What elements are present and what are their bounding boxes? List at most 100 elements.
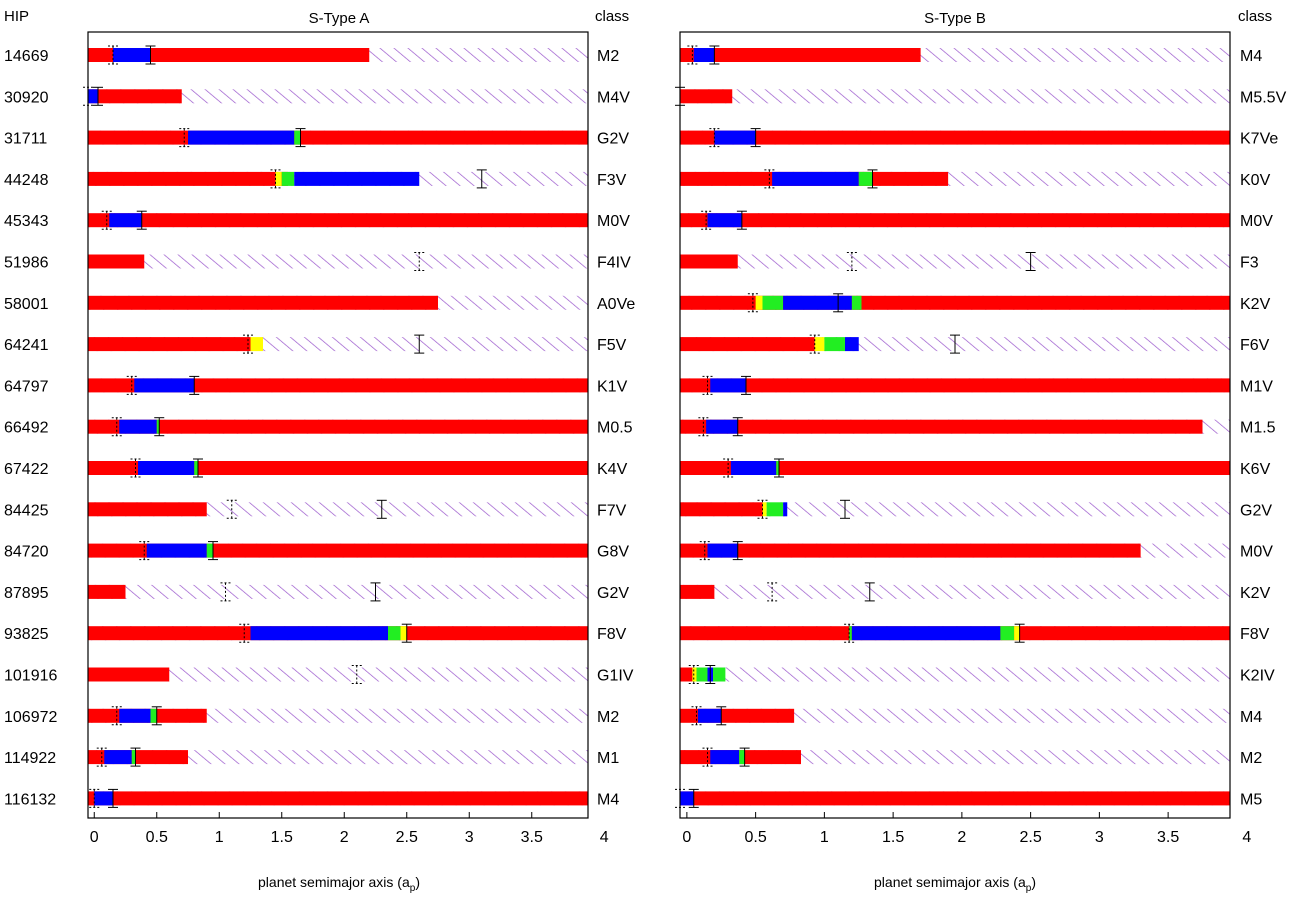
class-label: K0V	[1240, 172, 1271, 189]
solid-marker	[739, 747, 750, 767]
class-label: M0V	[1240, 544, 1273, 561]
red-bar	[88, 48, 370, 62]
solid-marker	[750, 128, 761, 148]
class-label: M4V	[597, 89, 630, 106]
class-label: M2	[597, 48, 619, 65]
class-label: K2V	[1240, 585, 1271, 602]
green-segment	[131, 750, 136, 765]
hatch-bar	[88, 502, 588, 517]
blue-segment	[250, 626, 388, 641]
row-106972	[680, 706, 1230, 726]
hip-label: 84425	[4, 502, 49, 519]
yellow-segment	[400, 626, 407, 641]
row-66492	[88, 417, 588, 437]
row-31711	[680, 128, 1230, 148]
hatch-bar	[88, 254, 588, 269]
hip-label: 31711	[4, 131, 47, 148]
hatch-bar	[88, 708, 588, 723]
green-segment	[849, 626, 852, 641]
x-tick-label: 4	[1242, 829, 1251, 846]
blue-segment	[146, 543, 207, 558]
row-66492	[680, 417, 1230, 437]
class-label: G1IV	[597, 668, 634, 685]
solid-marker	[705, 665, 716, 684]
class-header-a: class	[595, 8, 629, 25]
solid-marker	[108, 788, 118, 808]
x-tick-label: 3.5	[1157, 829, 1179, 846]
hip-label: 64241	[4, 337, 49, 354]
red-bar	[680, 584, 715, 599]
x-tick-label: 3	[1095, 829, 1104, 846]
dotted-marker	[243, 334, 253, 354]
solid-marker	[950, 334, 960, 354]
class-label: M1	[597, 750, 619, 767]
blue-segment	[109, 213, 142, 228]
red-bar	[88, 461, 588, 475]
green-segment	[294, 130, 301, 145]
blue-segment	[697, 708, 722, 723]
class-label: A0Ve	[597, 296, 635, 313]
solid-marker	[154, 417, 165, 437]
hatch-bar	[680, 254, 1230, 269]
x-tick-label: 2.5	[396, 829, 418, 846]
blue-segment	[714, 130, 756, 145]
yellow-segment	[755, 295, 763, 310]
dotted-marker	[764, 169, 775, 189]
red-bar	[680, 708, 795, 723]
x-tick-label: 1	[820, 829, 829, 846]
class-label: G2V	[597, 585, 629, 602]
solid-marker	[93, 86, 103, 106]
dotted-marker	[698, 417, 709, 437]
class-label: M4	[597, 791, 619, 808]
class-label: M1V	[1240, 378, 1273, 395]
hip-label: 30920	[4, 89, 49, 106]
hip-label: 64797	[4, 378, 49, 395]
x-tick-label: 1.5	[882, 829, 904, 846]
solid-marker	[151, 706, 162, 726]
dotted-marker	[691, 706, 702, 726]
solid-marker	[189, 375, 200, 395]
x-tick-label: 3	[465, 829, 474, 846]
dotted-marker	[723, 458, 734, 478]
hip-label: 93825	[4, 626, 49, 643]
solid-marker	[732, 417, 743, 437]
row-58001	[680, 293, 1230, 313]
class-label: F8V	[1240, 626, 1270, 643]
x-tick-label: 2.5	[1020, 829, 1042, 846]
row-30920	[83, 86, 588, 106]
red-bar	[680, 502, 763, 517]
solid-marker	[130, 747, 141, 767]
dotted-marker	[126, 375, 137, 395]
blue-segment	[119, 419, 157, 434]
class-label: K4V	[597, 461, 628, 478]
row-101916	[680, 665, 1230, 684]
green-segment	[388, 626, 401, 641]
hatch-bar	[680, 708, 1230, 723]
red-bar	[680, 419, 1203, 434]
row-116132	[88, 788, 588, 808]
blue-segment	[845, 337, 859, 352]
red-bar	[88, 295, 438, 310]
green-segment	[194, 461, 198, 475]
class-label: K7Ve	[1240, 131, 1278, 148]
blue-segment	[783, 502, 788, 517]
hatch-bar	[88, 584, 588, 599]
hip-label: 67422	[4, 461, 49, 478]
dotted-marker	[757, 499, 768, 519]
row-106972	[88, 706, 588, 726]
solid-marker	[867, 169, 878, 189]
blue-segment	[119, 708, 151, 723]
blue-segment	[710, 378, 746, 393]
x-tick-label: 0.5	[146, 829, 168, 846]
hip-label: 45343	[4, 213, 49, 230]
x-tick-label: 1.5	[271, 829, 293, 846]
hatch-bar	[88, 750, 588, 765]
hip-header-a: HIP	[4, 8, 29, 25]
dotted-marker	[139, 541, 150, 561]
class-label: M2	[597, 709, 619, 726]
plot-frame	[679, 31, 1231, 819]
x-tick-label: 0.5	[745, 829, 767, 846]
blue-segment	[707, 213, 742, 228]
dotted-marker	[96, 747, 107, 767]
red-bar	[680, 89, 733, 104]
